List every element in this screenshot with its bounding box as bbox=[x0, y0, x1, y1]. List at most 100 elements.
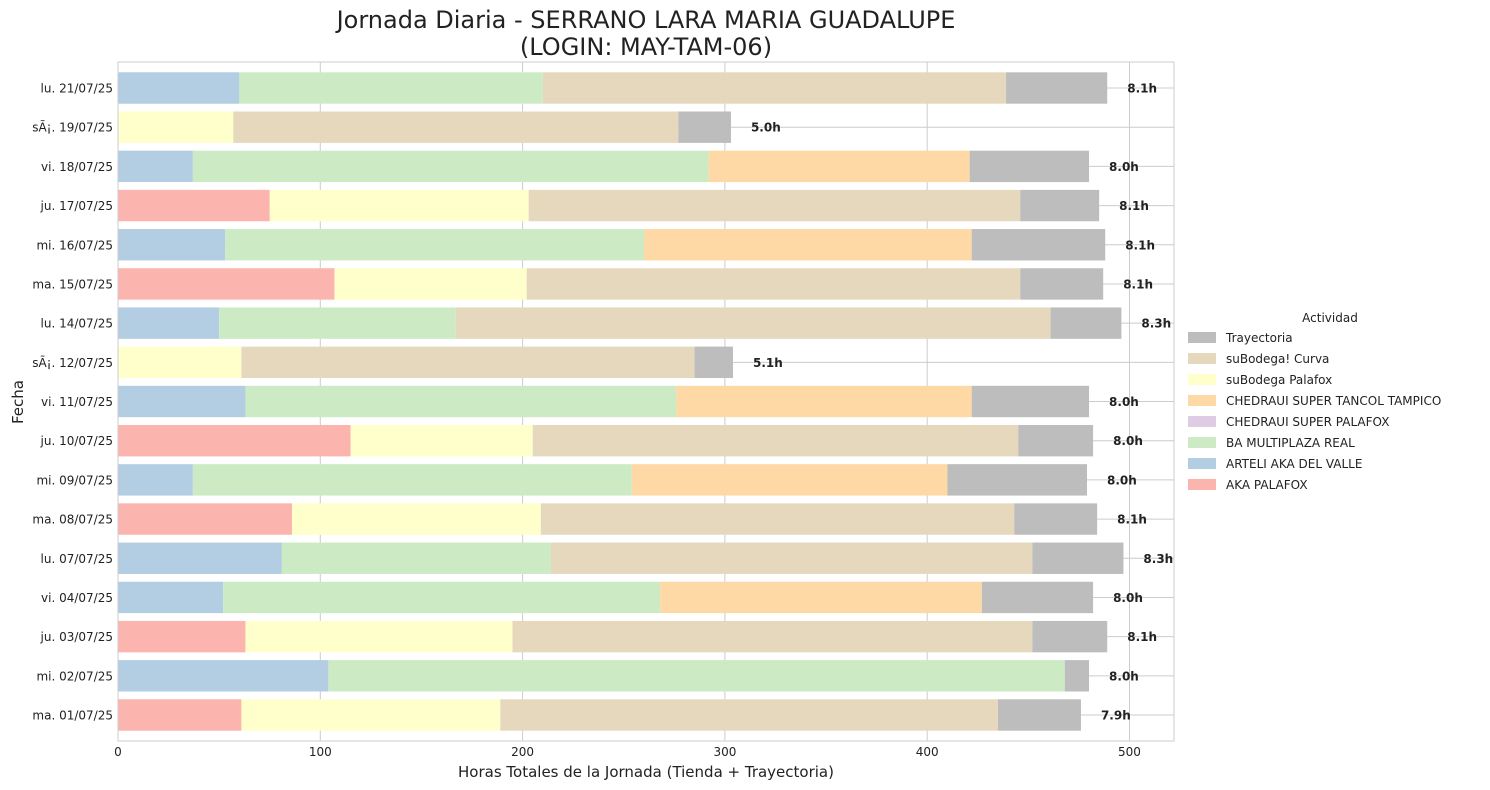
bar-segment bbox=[118, 150, 193, 183]
bar-total-label: 7.9h bbox=[1101, 709, 1131, 723]
bar-segment bbox=[1006, 72, 1108, 104]
legend-swatch bbox=[1188, 353, 1216, 364]
x-tick-label: 200 bbox=[511, 745, 534, 759]
bars bbox=[118, 72, 1124, 731]
bar-segment bbox=[118, 424, 351, 457]
y-tick-label: vi. 04/07/25 bbox=[41, 591, 113, 605]
chart-title-line1: Jornada Diaria - SERRANO LARA MARIA GUAD… bbox=[335, 6, 956, 34]
bar-segment bbox=[118, 503, 292, 535]
bar-segment bbox=[118, 111, 234, 143]
bar-total-label: 8.1h bbox=[1125, 238, 1155, 252]
y-tick-label: lu. 14/07/25 bbox=[41, 317, 113, 331]
bar-segment bbox=[550, 542, 1033, 574]
y-tick-label: sÃ¡. 19/07/25 bbox=[32, 120, 113, 135]
legend-title: Actividad bbox=[1302, 311, 1358, 325]
bar-segment bbox=[676, 385, 972, 418]
y-tick-label: ju. 03/07/25 bbox=[40, 630, 113, 644]
bar-segment bbox=[981, 581, 1094, 614]
x-ticks: 0 100 200 300 400 500 bbox=[114, 745, 1141, 759]
legend-swatch bbox=[1188, 416, 1216, 427]
bar-segment bbox=[118, 72, 240, 104]
bar-segment bbox=[118, 660, 329, 692]
bar-segment bbox=[241, 699, 501, 731]
y-axis-label: Fecha bbox=[9, 380, 27, 424]
bar-total-label: 8.0h bbox=[1107, 473, 1137, 487]
bar-segment bbox=[694, 346, 733, 379]
bar-segment bbox=[542, 72, 1007, 104]
bar-segment bbox=[281, 542, 551, 574]
y-tick-label: sÃ¡. 12/07/25 bbox=[32, 355, 113, 370]
bar-segment bbox=[540, 503, 1015, 535]
bar-total-label: 8.0h bbox=[1109, 395, 1139, 409]
legend-label: CHEDRAUI SUPER TANCOL TAMPICO bbox=[1226, 394, 1441, 408]
bar-segment bbox=[500, 699, 998, 731]
bar-segment bbox=[969, 150, 1090, 183]
bar-segment bbox=[998, 699, 1081, 731]
y-tick-label: vi. 11/07/25 bbox=[41, 395, 113, 409]
bar-total-label: 8.3h bbox=[1143, 552, 1173, 566]
bar-segment bbox=[219, 307, 456, 339]
y-tick-label: mi. 02/07/25 bbox=[36, 669, 113, 683]
bar-segment bbox=[334, 268, 527, 300]
bar-segment bbox=[118, 307, 220, 339]
bar-total-label: 8.1h bbox=[1127, 82, 1157, 96]
x-tick-label: 500 bbox=[1118, 745, 1141, 759]
bar-total-label: 8.0h bbox=[1109, 160, 1139, 174]
legend-label: suBodega Palafox bbox=[1226, 373, 1332, 387]
y-tick-label: mi. 16/07/25 bbox=[36, 238, 113, 252]
bar-segment bbox=[245, 620, 513, 653]
legend-swatch bbox=[1188, 374, 1216, 385]
bar-segment bbox=[118, 189, 270, 222]
bar-segment bbox=[1020, 189, 1100, 222]
y-tick-label: lu. 21/07/25 bbox=[41, 82, 113, 96]
bar-segment bbox=[1032, 620, 1108, 653]
y-tick-label: ju. 10/07/25 bbox=[40, 434, 113, 448]
legend-label: CHEDRAUI SUPER PALAFOX bbox=[1226, 415, 1389, 429]
bar-segment bbox=[708, 150, 970, 183]
bar-total-label: 8.0h bbox=[1113, 591, 1143, 605]
chart-title-line2: (LOGIN: MAY-TAM-06) bbox=[520, 33, 772, 61]
bar-segment bbox=[1050, 307, 1122, 339]
bar-segment bbox=[118, 385, 246, 418]
bar-segment bbox=[225, 229, 644, 261]
y-tick-label: lu. 07/07/25 bbox=[41, 552, 113, 566]
y-tick-label: ma. 15/07/25 bbox=[32, 277, 113, 291]
x-tick-label: 400 bbox=[916, 745, 939, 759]
y-tick-label: vi. 18/07/25 bbox=[41, 160, 113, 174]
bar-segment bbox=[118, 699, 242, 731]
legend-label: Trayectoria bbox=[1225, 331, 1293, 345]
x-axis-label: Horas Totales de la Jornada (Tienda + Tr… bbox=[458, 763, 834, 781]
plot-frame bbox=[117, 61, 1175, 742]
bar-segment bbox=[1014, 503, 1098, 535]
bar-segment bbox=[118, 229, 226, 261]
legend-swatch bbox=[1188, 437, 1216, 448]
bar-segment bbox=[528, 189, 1021, 222]
bar-segment bbox=[971, 229, 1106, 261]
bar-segment bbox=[660, 581, 982, 614]
y-tick-label: ju. 17/07/25 bbox=[40, 199, 113, 213]
bar-segment bbox=[512, 620, 1033, 653]
x-tick-label: 100 bbox=[309, 745, 332, 759]
bar-segment bbox=[947, 464, 1088, 496]
bar-total-label: 8.0h bbox=[1113, 434, 1143, 448]
bar-segment bbox=[118, 464, 193, 496]
bar-segment bbox=[241, 346, 695, 379]
bar-segment bbox=[192, 464, 632, 496]
bar-labels: 8.1h 5.0h 8.0h 8.1h 8.1h 8.1h 8.3h 5.1h 8.0h 8.0h… bbox=[751, 82, 1173, 723]
bar-segment bbox=[1018, 424, 1094, 457]
legend-label: suBodega! Curva bbox=[1226, 352, 1329, 366]
bar-segment bbox=[631, 464, 948, 496]
bar-segment bbox=[971, 385, 1090, 418]
legend-label: ARTELI AKA DEL VALLE bbox=[1226, 457, 1362, 471]
bar-total-label: 8.0h bbox=[1109, 669, 1139, 683]
bar-segment bbox=[239, 72, 543, 104]
y-tick-label: ma. 08/07/25 bbox=[32, 513, 113, 527]
x-tick-label: 0 bbox=[114, 745, 122, 759]
bar-segment bbox=[526, 268, 1021, 300]
legend: Actividad Trayectoria suBodega! Curva suBo… bbox=[1188, 311, 1441, 492]
y-ticks: lu. 21/07/25 sÃ¡. 19/07/25 vi. 18/07/25 ju.… bbox=[32, 82, 113, 723]
bar-segment bbox=[1020, 268, 1104, 300]
bar-segment bbox=[678, 111, 731, 143]
bar-segment bbox=[532, 424, 1019, 457]
